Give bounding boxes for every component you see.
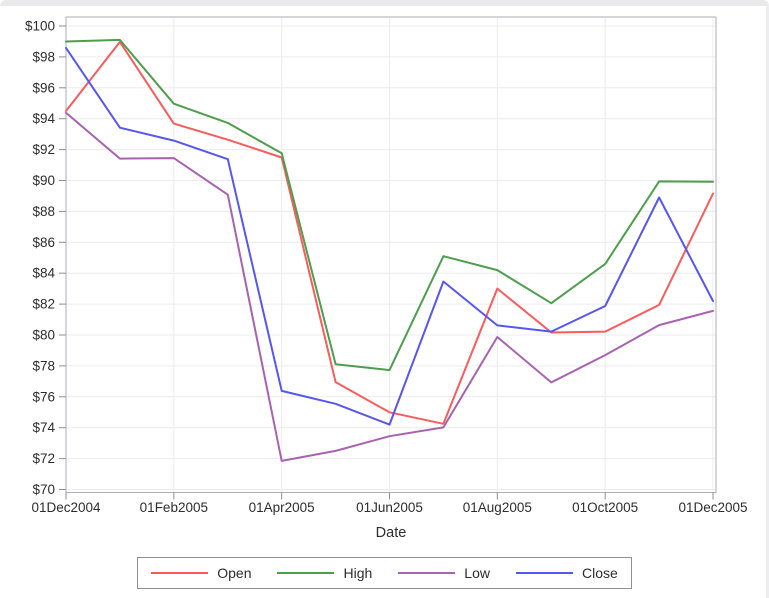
axis-ticks <box>59 25 714 500</box>
stock-line-chart: $70 $72 $74 $76 $78 $80 $82 $84 $86 $88 $90 $92 $94 $… <box>25 16 748 541</box>
series-line-open <box>65 40 714 425</box>
open-line-swatch <box>151 572 209 574</box>
y-tick-label: $80 <box>32 328 55 343</box>
legend-label-high: High <box>343 565 373 581</box>
y-tick-label: $84 <box>32 266 55 281</box>
y-tick-label: $82 <box>32 297 55 312</box>
series-line-close <box>65 46 714 426</box>
legend-label-close: Close <box>581 565 618 581</box>
legend-label-open: Open <box>217 565 252 581</box>
y-tick-label: $78 <box>32 358 55 373</box>
panel-top-edge <box>0 0 769 6</box>
y-tick-label: $90 <box>32 173 55 188</box>
close-line-swatch <box>515 572 573 574</box>
legend-item-high: High <box>277 566 372 580</box>
x-axis-tick-labels: 01Dec2004 01Feb2005 01Apr2005 01Jun2005 01Au… <box>31 500 747 515</box>
x-tick-label: 01Dec2005 <box>678 500 747 515</box>
x-tick-label: 01Jun2005 <box>356 500 423 515</box>
y-tick-label: $86 <box>32 235 55 250</box>
y-tick-label: $70 <box>32 482 55 497</box>
y-tick-label: $98 <box>32 49 55 64</box>
low-line-swatch <box>398 572 456 574</box>
y-tick-label: $74 <box>32 420 55 435</box>
x-axis-title: Date <box>376 525 407 541</box>
legend-box: Open High Low Close <box>137 557 632 589</box>
plot-frame <box>65 16 717 493</box>
x-tick-label: 01Apr2005 <box>249 500 315 515</box>
y-tick-label: $88 <box>32 204 55 219</box>
series-line-low <box>65 111 714 462</box>
y-tick-label: $100 <box>25 19 55 34</box>
y-tick-label: $94 <box>32 111 55 126</box>
legend-label-low: Low <box>464 565 490 581</box>
x-tick-label: 01Dec2004 <box>31 500 101 515</box>
y-tick-label: $96 <box>32 80 55 95</box>
y-tick-label: $92 <box>32 142 55 157</box>
x-tick-label: 01Feb2005 <box>140 500 208 515</box>
series-lines <box>65 38 714 462</box>
x-tick-label: 01Aug2005 <box>463 500 532 515</box>
legend: Open High Low Close <box>0 557 769 589</box>
legend-item-close: Close <box>515 565 618 581</box>
y-axis-tick-labels: $70 $72 $74 $76 $78 $80 $82 $84 $86 $88 $90 $92 $94 $… <box>25 19 56 498</box>
high-line-swatch <box>277 572 335 574</box>
legend-item-open: Open <box>151 566 251 580</box>
x-tick-label: 01Oct2005 <box>572 500 638 515</box>
panel-right-edge <box>766 4 769 598</box>
legend-item-low: Low <box>398 566 490 580</box>
y-tick-label: $72 <box>32 451 55 466</box>
y-tick-label: $76 <box>32 389 55 404</box>
series-line-high <box>65 38 714 372</box>
